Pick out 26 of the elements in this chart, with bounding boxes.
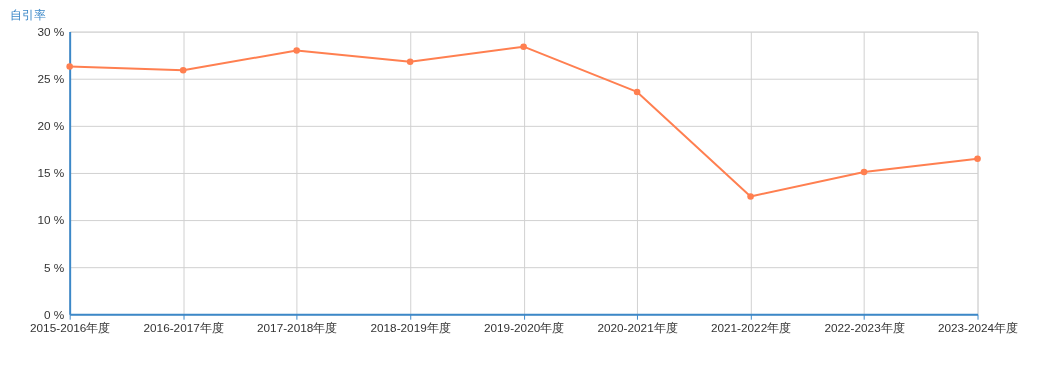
point: [860, 168, 868, 176]
x-tick-label: 2016-2017年度: [143, 321, 224, 335]
y-tick-label: 5 %: [44, 260, 65, 274]
x-tick-label: 2022-2023年度: [824, 321, 905, 335]
y-tick-label: 20 %: [37, 119, 65, 133]
y-tick-label: 25 %: [37, 72, 65, 86]
point: [406, 58, 414, 66]
y-tick-label: 30 %: [37, 25, 65, 39]
point: [747, 193, 754, 200]
point: [293, 47, 300, 54]
y-tick-label: 0 %: [44, 307, 65, 321]
x-tick-label: 2023-2024年度: [937, 321, 1019, 335]
point: [66, 63, 73, 70]
point: [179, 66, 187, 74]
x-tick-label: 2018-2019年度: [370, 321, 451, 335]
y-tick-label: 10 %: [37, 213, 65, 227]
x-tick-label: 2015-2016年度: [30, 321, 111, 335]
point: [974, 155, 981, 163]
y-axis-title: 自引率: [10, 7, 47, 21]
x-tick-label: 2020-2021年度: [597, 321, 678, 335]
point: [633, 88, 641, 96]
point: [520, 43, 527, 50]
y-tick-label: 15 %: [37, 166, 65, 180]
x-tick-label: 2019-2020年度: [483, 321, 565, 335]
x-tick-label: 2017-2018年度: [257, 321, 338, 335]
x-tick-label: 2021-2022年度: [710, 321, 792, 335]
